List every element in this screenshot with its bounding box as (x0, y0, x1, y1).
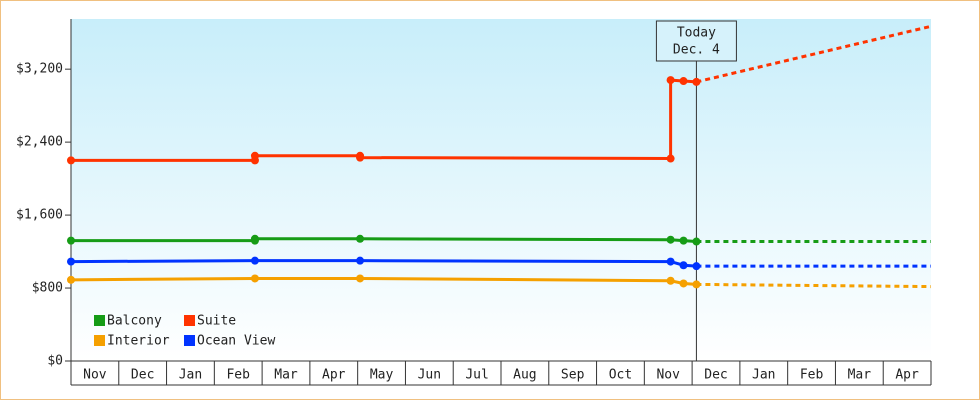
point (67, 257, 75, 266)
point (250, 274, 259, 283)
x-tick-label: Feb (800, 368, 824, 383)
x-tick-label: Dec (131, 368, 154, 383)
point (692, 77, 701, 86)
x-tick-label: Sep (561, 368, 585, 383)
forecast-line (696, 24, 932, 84)
x-tick-label: Nov (83, 368, 107, 383)
x-tick-label: Jan (752, 368, 775, 383)
y-tick-label: $800 (32, 281, 63, 296)
x-tick-label: Jun (418, 368, 441, 383)
legend-swatch (184, 335, 195, 346)
x-tick-label: May (370, 368, 394, 383)
point (666, 257, 675, 266)
point (356, 274, 365, 283)
point (67, 236, 75, 245)
y-tick-label: $0 (47, 354, 63, 369)
legend-label: Balcony (107, 314, 162, 329)
y-tick-label: $2,400 (16, 135, 63, 150)
x-tick-label: Dec (704, 368, 727, 383)
legend-swatch (184, 315, 195, 326)
point (679, 77, 688, 86)
today-box (655, 20, 737, 62)
point (679, 279, 688, 288)
y-tick-label: $3,200 (16, 62, 63, 77)
today-label: Dec. 4 (673, 43, 720, 58)
forecast-line (696, 282, 932, 289)
point (250, 256, 259, 265)
point (679, 261, 688, 270)
point (666, 154, 675, 163)
x-tick-label: Jul (465, 368, 488, 383)
point (692, 237, 701, 246)
point (666, 276, 675, 285)
point (356, 153, 365, 162)
point (692, 280, 701, 289)
x-tick-label: Nov (656, 368, 680, 383)
point (250, 234, 259, 243)
x-tick-label: Apr (322, 368, 346, 383)
point (67, 156, 75, 165)
plot-area (71, 19, 931, 361)
point (666, 235, 675, 244)
x-tick-label: Oct (609, 368, 632, 383)
legend-label: Interior (107, 334, 170, 349)
point (692, 262, 701, 271)
point (250, 151, 259, 160)
x-tick-label: Jan (179, 368, 202, 383)
point (666, 76, 675, 85)
legend-swatch (94, 335, 105, 346)
x-tick-label: Feb (226, 368, 250, 383)
x-tick-label: Mar (274, 368, 298, 383)
point (67, 275, 75, 284)
legend-swatch (94, 315, 105, 326)
point (356, 234, 365, 243)
point (356, 256, 365, 265)
x-tick-label: Apr (895, 368, 919, 383)
x-tick-label: Mar (848, 368, 872, 383)
y-tick-label: $1,600 (16, 208, 63, 223)
legend-label: Ocean View (197, 334, 275, 349)
x-tick-label: Aug (513, 368, 536, 383)
today-label: Today (677, 26, 716, 41)
legend-label: Suite (197, 314, 236, 329)
point (679, 236, 688, 245)
